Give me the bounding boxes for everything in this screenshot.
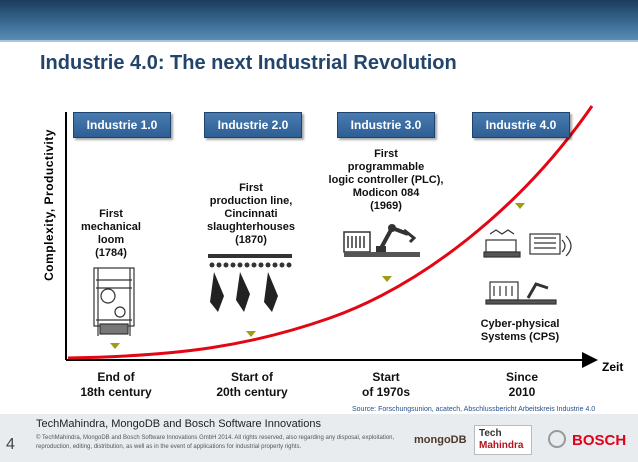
era-label-4: Since 2010 bbox=[505, 370, 538, 399]
slide-title: Industrie 4.0: The next Industrial Revol… bbox=[40, 52, 457, 74]
loom-icon bbox=[93, 267, 135, 336]
production-line-icon bbox=[208, 254, 292, 312]
x-axis-label: Zeit bbox=[602, 360, 624, 374]
stage-box-industrie-4: Industrie 4.0 bbox=[472, 112, 570, 138]
header-divider bbox=[0, 40, 638, 42]
stage-description-1: First mechanical loom (1784) bbox=[81, 208, 141, 259]
stage-description-4: Cyber-physical Systems (CPS) bbox=[480, 318, 560, 343]
copyright-notice: © TechMahindra, MongoDB and Bosch Softwa… bbox=[36, 435, 395, 450]
growth-curve bbox=[67, 105, 594, 360]
source-note: Source: Forschungsunion, acatech, Abschl… bbox=[352, 406, 596, 413]
era-label-3: Start of 1970s bbox=[361, 370, 411, 399]
stage-description-3: First programmable logic controller (PLC… bbox=[328, 148, 444, 212]
stage-marker bbox=[246, 331, 256, 337]
bosch-logo: BOSCH bbox=[572, 432, 627, 449]
stage-box-industrie-2: Industrie 2.0 bbox=[204, 112, 302, 138]
stage-description-2: First production line, Cincinnati slaugh… bbox=[206, 182, 296, 246]
header-bar bbox=[0, 0, 638, 40]
robot-arm-icon bbox=[343, 224, 420, 257]
stage-box-industrie-1: Industrie 1.0 bbox=[73, 112, 171, 138]
mongodb-logo: mongoDB bbox=[414, 434, 467, 446]
cyber-physical-icon bbox=[483, 229, 572, 305]
techmahindra-logo: Tech Mahindra bbox=[474, 425, 532, 455]
era-label-2: Start of 20th century bbox=[216, 370, 288, 399]
bosch-emblem-icon bbox=[548, 430, 566, 448]
stage-marker bbox=[382, 276, 392, 282]
stage-box-industrie-3: Industrie 3.0 bbox=[337, 112, 435, 138]
era-label-1: End of 18th century bbox=[80, 370, 152, 399]
stage-marker bbox=[110, 343, 120, 349]
footer-title: TechMahindra, MongoDB and Bosch Software… bbox=[36, 418, 321, 430]
stage-marker bbox=[515, 203, 525, 209]
page-number: 4 bbox=[6, 436, 15, 453]
